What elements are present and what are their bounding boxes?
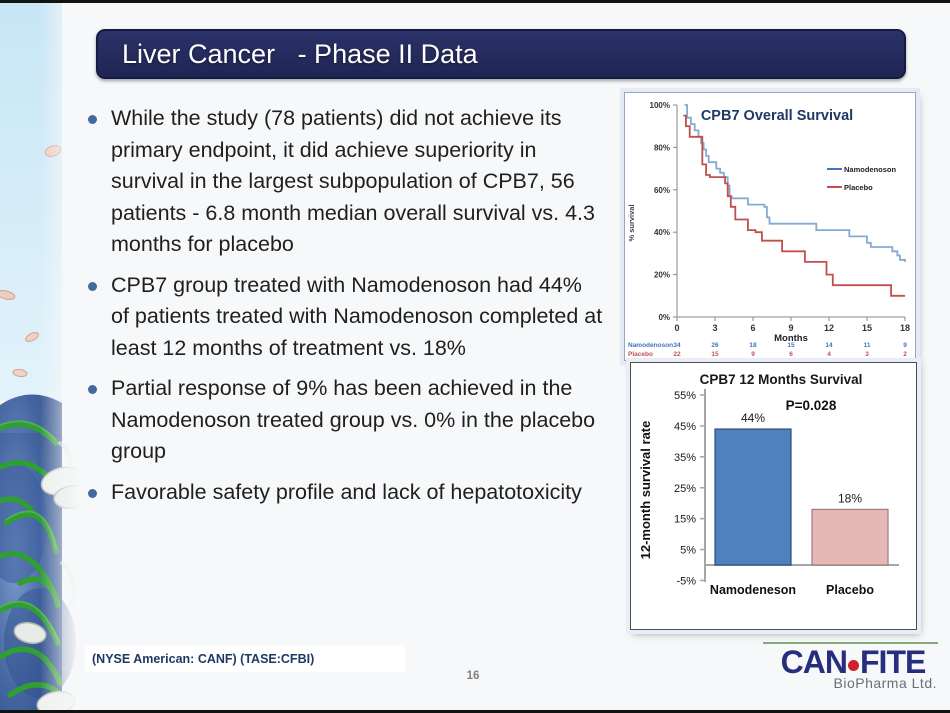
at-risk-count: 15 — [787, 342, 795, 349]
decorative-left-artwork — [0, 3, 80, 710]
list-item: While the study (78 patients) did not ac… — [88, 103, 604, 261]
logo-divider-line — [763, 642, 938, 644]
page-title: Liver Cancer - Phase II Data — [122, 38, 478, 69]
svg-text:-5%: -5% — [676, 575, 696, 587]
at-risk-count: 15 — [711, 351, 719, 358]
slide-title-bar: Liver Cancer - Phase II Data — [96, 29, 906, 79]
p-value-annotation: P=0.028 — [786, 398, 837, 413]
logo-dot-icon — [848, 659, 859, 671]
bullet-text: While the study (78 patients) did not ac… — [111, 106, 595, 256]
km-y-axis-label: % survival — [627, 204, 636, 241]
bullet-dot — [88, 115, 97, 124]
twelve-month-survival-chart-panel: 55% 45% 35% 25% 15% 5% -5% 44% Namodeneson 18% Pla… — [630, 362, 917, 630]
bullet-text: CPB7 group treated with Namodenoson had … — [111, 272, 603, 360]
bullet-dot — [88, 281, 97, 291]
svg-text:15: 15 — [862, 323, 872, 333]
bar-namodeneson — [714, 428, 792, 566]
svg-text:5%: 5% — [680, 545, 696, 557]
list-item: CPB7 group treated with Namodenoson had … — [88, 270, 604, 365]
ticker-text: (NYSE American: CANF) (TASE:CFBI) — [92, 651, 315, 666]
km-chart-title: CPB7 Overall Survival — [701, 108, 853, 124]
svg-text:100%: 100% — [650, 101, 670, 110]
bullet-dot — [88, 385, 97, 394]
svg-text:25%: 25% — [674, 483, 696, 495]
at-risk-count: 11 — [864, 342, 871, 349]
bar-y-axis-label: 12-month survival rate — [638, 421, 653, 560]
bullet-text: Partial response of 9% has been achieved… — [111, 376, 596, 463]
logo-text-fite: FITE — [860, 644, 926, 680]
km-x-axis-label: Months — [774, 333, 808, 344]
svg-text:80%: 80% — [654, 143, 670, 152]
km-curve-placebo — [683, 114, 905, 297]
at-risk-count: 18 — [749, 342, 757, 349]
svg-text:20%: 20% — [654, 271, 670, 280]
company-logo: CAN FITE BioPharma Ltd. — [766, 645, 940, 691]
svg-text:0: 0 — [674, 323, 679, 333]
top-border-line — [0, 0, 950, 3]
at-risk-count: 4 — [827, 351, 831, 358]
at-risk-count: 34 — [673, 342, 681, 349]
svg-text:18: 18 — [900, 323, 910, 333]
bullet-text: Favorable safety profile and lack of hep… — [111, 479, 582, 504]
svg-text:55%: 55% — [674, 390, 696, 402]
logo-wordmark: CAN FITE — [766, 645, 940, 679]
svg-text:12: 12 — [824, 323, 834, 333]
at-risk-count: 6 — [789, 351, 793, 358]
at-risk-row-label: Placebo — [628, 351, 653, 358]
svg-text:60%: 60% — [654, 186, 670, 195]
overall-survival-chart: 100% 80% 60% 40% 20% 0% 0 3 6 9 12 15 18 CPB7 Overall… — [627, 101, 910, 358]
bar-placebo — [811, 508, 889, 566]
bar-category-label: Placebo — [826, 583, 874, 597]
bullet-list: While the study (78 patients) did not ac… — [88, 103, 604, 517]
bar-category-label: Namodeneson — [710, 583, 796, 597]
overall-survival-chart-panel: 100% 80% 60% 40% 20% 0% 0 3 6 9 12 15 18 CPB7 Overall… — [624, 92, 916, 361]
svg-text:45%: 45% — [674, 421, 696, 433]
km-legend-label: Placebo — [844, 183, 873, 192]
svg-text:0%: 0% — [658, 313, 670, 322]
at-risk-count: 26 — [711, 342, 719, 349]
bar-value-label: 44% — [741, 411, 765, 425]
at-risk-count: 2 — [903, 351, 907, 358]
at-risk-count: 3 — [865, 351, 869, 358]
at-risk-count: 9 — [751, 351, 755, 358]
km-legend-label: Namodenoson — [844, 165, 897, 174]
logo-text-can: CAN — [780, 644, 848, 680]
at-risk-row-label: Namodenoson — [628, 342, 673, 349]
at-risk-count: 22 — [673, 351, 681, 358]
bar-value-label: 18% — [838, 491, 862, 505]
svg-text:9: 9 — [788, 323, 793, 333]
list-item: Partial response of 9% has been achieved… — [88, 373, 604, 468]
bullet-dot — [88, 488, 97, 498]
page-number: 16 — [466, 670, 480, 682]
at-risk-count: 14 — [825, 342, 833, 349]
svg-text:35%: 35% — [674, 452, 696, 464]
stock-ticker-strip: (NYSE American: CANF) (TASE:CFBI) — [85, 645, 405, 672]
svg-text:15%: 15% — [674, 514, 696, 526]
svg-text:6: 6 — [750, 323, 755, 333]
twelve-month-survival-chart: 55% 45% 35% 25% 15% 5% -5% 44% Namodeneson 18% Pla… — [638, 372, 899, 597]
logo-subtitle: BioPharma Ltd. — [833, 675, 937, 691]
list-item: Favorable safety profile and lack of hep… — [88, 477, 604, 509]
svg-text:3: 3 — [712, 323, 717, 333]
bottom-border-line — [0, 710, 950, 713]
bar-chart-title: CPB7 12 Months Survival — [700, 372, 863, 387]
at-risk-count: 9 — [903, 342, 907, 349]
svg-text:40%: 40% — [654, 228, 670, 237]
bio-cell-illustration — [0, 3, 80, 710]
